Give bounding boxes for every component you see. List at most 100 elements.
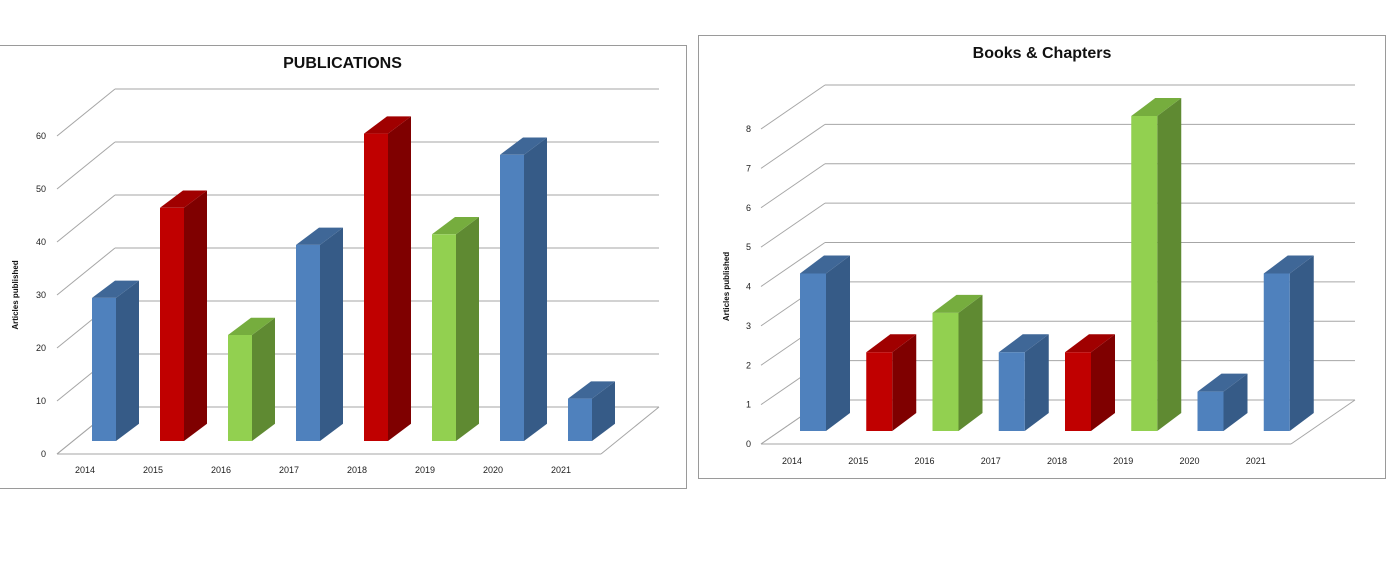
gridline-side <box>56 88 116 137</box>
bar-2015 <box>160 190 207 441</box>
bar-top <box>160 190 207 208</box>
bar-side <box>388 116 411 441</box>
bar-front <box>866 352 893 431</box>
x-tick-label: 2017 <box>981 456 1001 466</box>
y-tick-label: 6 <box>746 203 751 213</box>
y-tick-label: 8 <box>746 124 751 134</box>
x-tick-label: 2017 <box>279 465 299 475</box>
bar-2015 <box>866 334 917 431</box>
y-tick-label: 40 <box>36 237 46 247</box>
bar-side <box>116 280 139 441</box>
bar-top <box>998 334 1049 353</box>
x-tick-label: 2019 <box>1113 456 1133 466</box>
bar-2017 <box>998 334 1049 431</box>
x-tick-label: 2021 <box>551 465 571 475</box>
x-tick-label: 2016 <box>914 456 934 466</box>
bar-front <box>932 312 959 431</box>
bar-side <box>958 294 983 431</box>
bar-top <box>866 334 917 353</box>
floor-right-edge <box>1290 399 1356 445</box>
gridline-side <box>760 84 826 130</box>
bar-2016 <box>932 294 983 431</box>
gridline-side <box>760 123 826 169</box>
y-tick-label: 20 <box>36 343 46 353</box>
bar-top <box>296 227 343 245</box>
bar-front <box>160 207 184 441</box>
x-tick-label: 2014 <box>75 465 95 475</box>
y-tick-label: 1 <box>746 400 751 410</box>
bar-side <box>184 190 207 441</box>
y-tick-label: 30 <box>36 290 46 300</box>
bar-top <box>228 317 275 335</box>
y-tick-label: 3 <box>746 321 751 331</box>
books-chapters-chart-panel: Books & Chapters 0 1 2 3 4 5 6 7 8 Articles publi… <box>698 35 1386 479</box>
bar-top <box>432 217 479 235</box>
bar-side <box>1289 255 1314 431</box>
bar-side <box>1091 334 1115 431</box>
publications-chart: 0 10 20 30 40 50 60 Articles published 2014 2015 2… <box>11 88 660 475</box>
x-tick-label: 2015 <box>848 456 868 466</box>
y-tick-label: 50 <box>36 184 46 194</box>
bar-side <box>1157 98 1182 431</box>
bar-top <box>1197 373 1248 392</box>
y-tick-label: 2 <box>746 360 751 370</box>
bar-side <box>592 381 615 441</box>
bar-front <box>364 133 388 441</box>
bar-front <box>1131 116 1158 431</box>
publications-chart-panel: PUBLICATIONS 0 10 20 30 40 50 60 Articles publi… <box>0 45 687 489</box>
bar-2014 <box>92 280 139 441</box>
bar-front <box>296 244 320 441</box>
bar-top <box>364 116 411 134</box>
bar-2020 <box>1197 373 1248 431</box>
bar-top <box>800 255 850 274</box>
bar-2014 <box>800 255 850 431</box>
bar-2020 <box>500 137 547 442</box>
books-chapters-chart: 0 1 2 3 4 5 6 7 8 Articles published 2014 2015 2016 2… <box>722 84 1356 466</box>
bar-2018 <box>364 116 411 441</box>
bar-top <box>1131 98 1182 116</box>
y-tick-label: 0 <box>41 449 46 459</box>
y-tick-label: 0 <box>746 439 751 449</box>
x-tick-label: 2020 <box>1179 456 1199 466</box>
bar-side <box>320 227 343 441</box>
bar-front <box>1065 352 1091 431</box>
bar-front <box>568 398 592 441</box>
x-tick-label: 2018 <box>347 465 367 475</box>
bar-top <box>1065 334 1115 353</box>
y-tick-label: 4 <box>746 282 751 292</box>
y-tick-label: 60 <box>36 131 46 141</box>
bar-front <box>1263 273 1290 431</box>
gridline-side <box>56 247 116 296</box>
bar-side <box>826 255 850 431</box>
bar-front <box>800 273 826 431</box>
bar-top <box>568 381 615 399</box>
bar-front <box>92 297 116 441</box>
bar-side <box>456 217 479 441</box>
gridline-side <box>56 141 116 190</box>
bar-side <box>1223 373 1248 431</box>
bar-2018 <box>1065 334 1115 431</box>
y-axis-label: Articles published <box>722 252 731 321</box>
bar-side <box>524 137 547 442</box>
bar-2021 <box>568 381 615 441</box>
x-tick-label: 2018 <box>1047 456 1067 466</box>
bar-2016 <box>228 317 275 441</box>
y-tick-label: 10 <box>36 396 46 406</box>
gridline-side <box>56 194 116 243</box>
y-tick-label: 5 <box>746 242 751 252</box>
x-tick-label: 2015 <box>143 465 163 475</box>
bar-side <box>892 334 917 431</box>
y-tick-label: 7 <box>746 163 751 173</box>
bar-front <box>1197 391 1224 431</box>
bar-top <box>92 280 139 298</box>
x-tick-label: 2014 <box>782 456 802 466</box>
bar-top <box>932 294 983 313</box>
bar-front <box>998 352 1025 431</box>
bar-top <box>1263 255 1314 274</box>
bar-side <box>1024 334 1049 431</box>
bar-top <box>500 137 547 155</box>
x-tick-label: 2016 <box>211 465 231 475</box>
gridline-side <box>760 202 826 248</box>
bar-front <box>228 335 252 441</box>
bar-2017 <box>296 227 343 441</box>
